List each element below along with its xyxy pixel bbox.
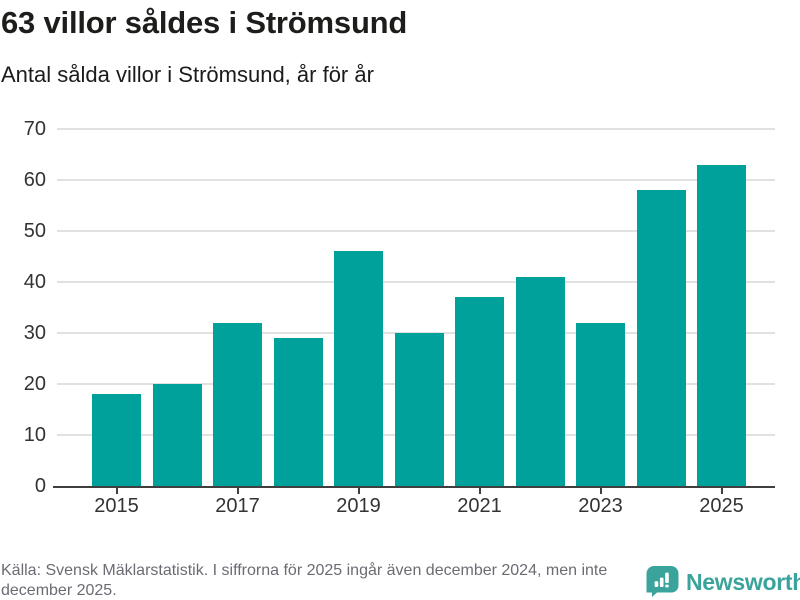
y-axis-label: 30 (23, 322, 46, 344)
y-axis-label: 10 (23, 424, 46, 446)
y-axis-label: 60 (23, 169, 46, 191)
chart-subtitle: Antal sålda villor i Strömsund, år för å… (1, 62, 374, 87)
newsworthy-wordmark: Newsworthy (686, 568, 800, 595)
x-axis-label: 2019 (336, 495, 381, 517)
bar (576, 322, 625, 486)
plot-area: 0 10 20 30 40 50 60 70 2015 2017 2019 2021 2023 2025 (24, 119, 775, 517)
x-axis-label: 2025 (699, 495, 744, 517)
bar (636, 190, 686, 486)
source-note: Källa: Svensk Mäklarstatistik. I siffror… (1, 562, 608, 599)
bar (394, 333, 444, 486)
x-axis-tick (236, 488, 239, 494)
gridline (57, 281, 775, 283)
x-axis-tick (115, 488, 118, 494)
y-axis-label: 70 (23, 118, 46, 140)
x-axis-line (53, 486, 775, 488)
bar (213, 322, 262, 486)
y-axis-label: 20 (23, 373, 46, 395)
y-axis-label: 50 (23, 220, 46, 242)
newsworthy-bubble-chart-icon (646, 566, 679, 597)
x-axis-tick (599, 488, 602, 494)
gridline (57, 179, 775, 181)
y-axis-label: 40 (23, 271, 46, 293)
x-axis-tick (357, 488, 360, 494)
bar (334, 251, 383, 486)
bar (92, 394, 141, 486)
x-axis-label: 2023 (578, 495, 623, 517)
bar (273, 338, 323, 486)
page-title: 63 villor såldes i Strömsund (1, 5, 408, 40)
bar (515, 276, 565, 486)
gridline (57, 230, 775, 232)
y-axis-label: 0 (34, 475, 46, 497)
bar (455, 297, 504, 486)
x-axis-label: 2021 (457, 495, 502, 517)
bar (697, 164, 746, 486)
x-axis-label: 2017 (215, 495, 260, 517)
x-axis-tick (478, 488, 481, 494)
newsworthy-logo: Newsworthy (646, 565, 800, 598)
x-axis-label: 2015 (94, 495, 139, 517)
bar (152, 384, 202, 486)
x-axis-tick (720, 488, 723, 494)
gridline (57, 128, 775, 130)
